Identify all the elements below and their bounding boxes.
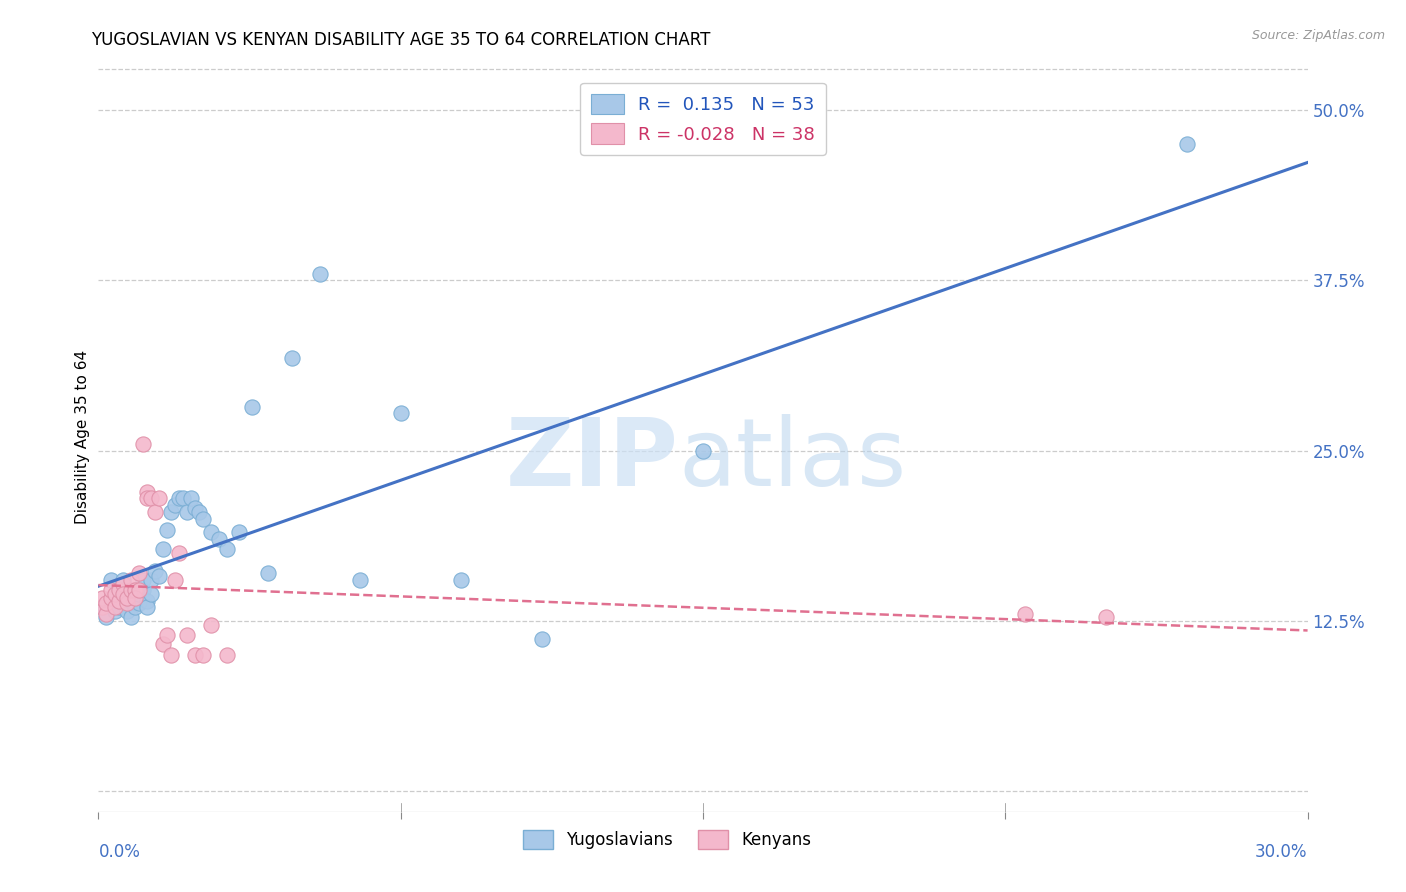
Point <box>111 587 134 601</box>
Point <box>240 400 263 414</box>
Point <box>139 491 162 506</box>
Point <box>115 596 138 610</box>
Point <box>139 587 162 601</box>
Point <box>167 546 190 560</box>
Point <box>135 491 157 506</box>
Point <box>172 491 194 506</box>
Point <box>450 573 472 587</box>
Point <box>160 505 183 519</box>
Point <box>96 596 118 610</box>
Point <box>111 573 134 587</box>
Point <box>208 533 231 547</box>
Point <box>107 600 129 615</box>
Point <box>107 593 129 607</box>
Point <box>120 573 142 587</box>
Point <box>111 582 134 597</box>
Point <box>124 591 146 605</box>
Text: YUGOSLAVIAN VS KENYAN DISABILITY AGE 35 TO 64 CORRELATION CHART: YUGOSLAVIAN VS KENYAN DISABILITY AGE 35 … <box>91 31 711 49</box>
Point <box>111 577 134 591</box>
Point <box>100 596 122 610</box>
Point <box>120 582 142 597</box>
Point <box>256 566 278 581</box>
Text: ZIP: ZIP <box>506 414 679 506</box>
Point <box>91 600 114 615</box>
Point <box>309 267 332 281</box>
Point <box>115 591 138 605</box>
Point <box>217 541 239 556</box>
Point <box>530 632 553 646</box>
Point <box>103 591 125 605</box>
Point <box>163 573 186 587</box>
Point <box>107 593 129 607</box>
Point <box>188 505 211 519</box>
Point <box>160 648 183 662</box>
Point <box>1175 137 1198 152</box>
Point <box>184 648 207 662</box>
Point <box>163 498 186 512</box>
Point <box>193 648 215 662</box>
Point <box>135 600 157 615</box>
Point <box>167 491 190 506</box>
Point <box>111 596 134 610</box>
Y-axis label: Disability Age 35 to 64: Disability Age 35 to 64 <box>75 350 90 524</box>
Point <box>180 491 202 506</box>
Point <box>193 512 215 526</box>
Point <box>139 573 162 587</box>
Point <box>91 591 114 605</box>
Point <box>692 443 714 458</box>
Point <box>120 610 142 624</box>
Point <box>156 627 179 641</box>
Point <box>100 591 122 605</box>
Point <box>281 351 304 365</box>
Point <box>100 573 122 587</box>
Point <box>143 505 166 519</box>
Point <box>156 523 179 537</box>
Point <box>200 618 222 632</box>
Point <box>124 600 146 615</box>
Text: atlas: atlas <box>679 414 907 506</box>
Point <box>132 582 155 597</box>
Point <box>115 604 138 618</box>
Point <box>100 582 122 597</box>
Point <box>217 648 239 662</box>
Point <box>228 525 250 540</box>
Text: 30.0%: 30.0% <box>1256 843 1308 861</box>
Point <box>389 406 412 420</box>
Point <box>128 596 150 610</box>
Point <box>91 600 114 615</box>
Point <box>120 593 142 607</box>
Point <box>148 491 170 506</box>
Point <box>135 593 157 607</box>
Point <box>152 637 174 651</box>
Point <box>128 582 150 597</box>
Point <box>107 587 129 601</box>
Point <box>103 600 125 615</box>
Point <box>124 587 146 601</box>
Point <box>103 587 125 601</box>
Point <box>96 610 118 624</box>
Point <box>176 627 198 641</box>
Point <box>349 573 371 587</box>
Point <box>115 587 138 601</box>
Point <box>124 582 146 597</box>
Point <box>132 437 155 451</box>
Point <box>128 566 150 581</box>
Point <box>148 569 170 583</box>
Point <box>128 587 150 601</box>
Point <box>1014 607 1036 622</box>
Text: 0.0%: 0.0% <box>98 843 141 861</box>
Point <box>1095 610 1118 624</box>
Point <box>152 541 174 556</box>
Point <box>96 607 118 622</box>
Point <box>200 525 222 540</box>
Point <box>132 573 155 587</box>
Text: Source: ZipAtlas.com: Source: ZipAtlas.com <box>1251 29 1385 42</box>
Point <box>135 484 157 499</box>
Point <box>143 564 166 578</box>
Point <box>107 582 129 597</box>
Point <box>176 505 198 519</box>
Legend: Yugoslavians, Kenyans: Yugoslavians, Kenyans <box>516 823 818 855</box>
Point <box>103 604 125 618</box>
Point <box>184 500 207 515</box>
